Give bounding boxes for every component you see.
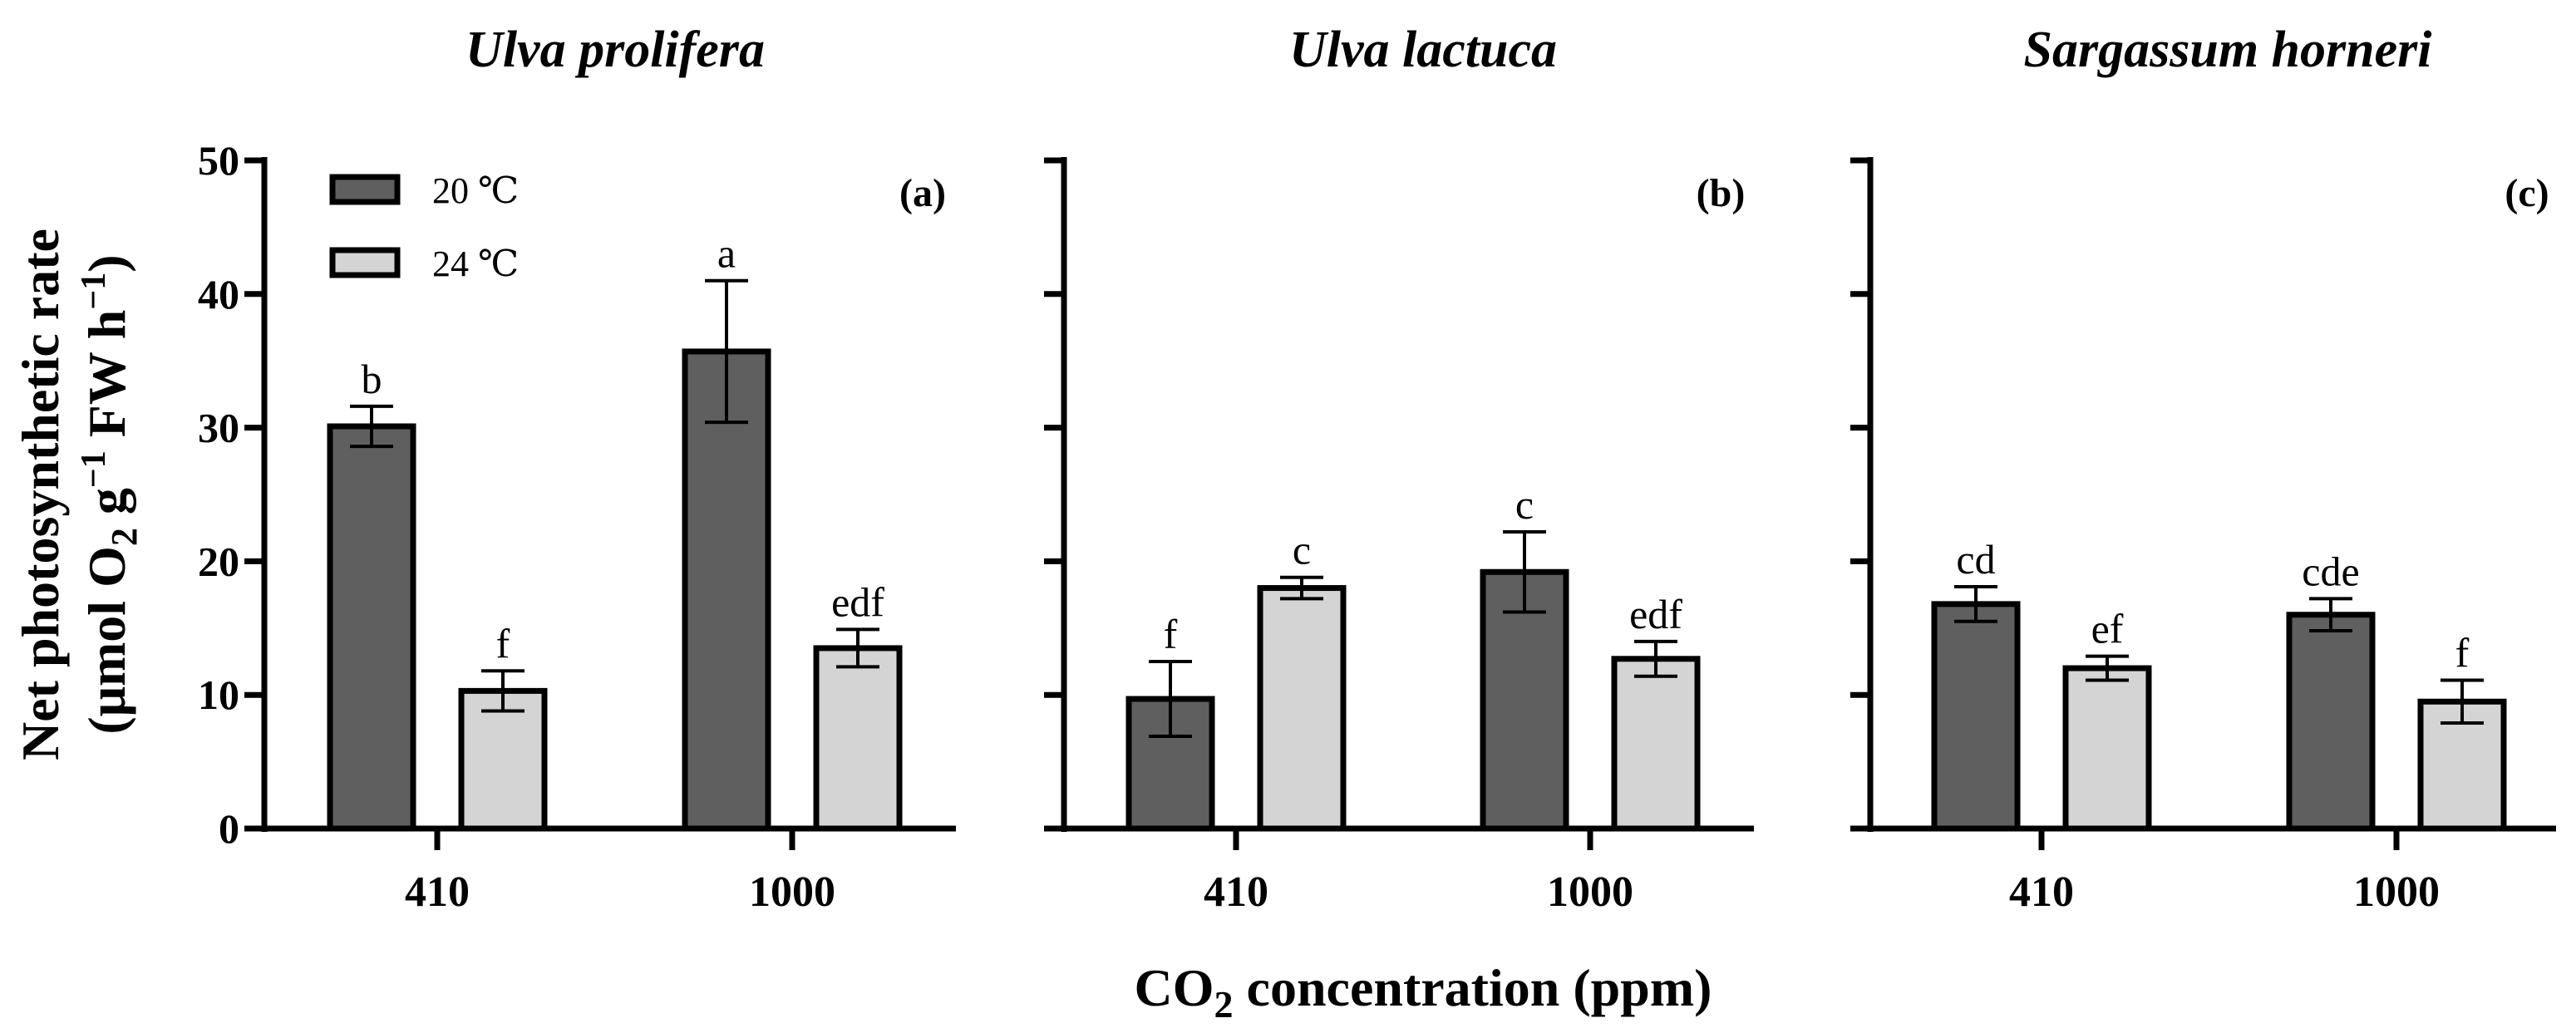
panel-label-a: (a) [899,171,946,215]
bar-c-410-24c [2062,665,2152,832]
chart-marks: b a f edf f c c edf cd cde ef f [244,157,2556,850]
legend-label-20c: 20 ℃ [432,170,519,211]
legend: 20 ℃ 24 ℃ [329,170,519,284]
category-label-a-1000: 1000 [749,868,835,916]
panel-label-b: (b) [1697,171,1746,215]
y-axis-title-sub: 2 [104,528,145,546]
bar-a-410-20c [327,423,416,832]
bar-b-1000-20c [1480,568,1569,832]
y-tick-label-0: 0 [219,805,239,852]
x-axis-title-prefix: CO [1135,958,1214,1017]
bar-b-410-24c [1257,585,1347,832]
significance-letter-b-1000-20c: c [1515,481,1534,528]
significance-letter-a-1000-24c: edf [831,578,884,625]
legend-swatch-20c [329,174,401,205]
x-axis-title-suffix: concentration (ppm) [1234,958,1712,1017]
y-tick-label-20: 20 [198,538,239,584]
panel-title-b: Ulva lactuca [1289,22,1557,78]
y-axis-title-suffix: ) [77,254,136,272]
significance-letter-c-1000-20c: cde [2302,548,2359,594]
y-axis-title-prefix: (μmol O [77,546,136,734]
category-label-a-410: 410 [405,868,470,916]
bar-a-1000-20c [682,348,771,832]
x-axis-title-sub: 2 [1214,983,1234,1026]
significance-letter-b-1000-24c: edf [1629,591,1682,637]
legend-swatch-24c [329,247,401,278]
significance-letter-b-410-20c: f [1164,611,1178,657]
panel-c: Sargassum horneri (c) 410 1000 [2009,22,2549,916]
significance-letter-c-410-24c: ef [2091,606,2124,652]
bar-a-1000-24c [813,645,903,832]
significance-letter-c-1000-24c: f [2455,630,2470,676]
y-axis-title-sup2: −1 [75,273,113,310]
legend-label-24c: 24 ℃ [432,243,519,284]
y-tick-label-10: 10 [198,671,239,718]
panel-label-c: (c) [2505,171,2549,215]
y-tick-labels: 0 10 20 30 40 50 [198,137,239,852]
bar-c-1000-20c [2286,612,2376,832]
significance-letter-a-1000-20c: a [717,230,736,277]
significance-letter-a-410-24c: f [496,620,510,666]
y-tick-label-40: 40 [198,271,239,317]
y-axis-title-line1: Net photosynthetic rate [11,229,70,760]
panel-title-a: Ulva prolifera [465,22,765,78]
y-tick-label-30: 30 [198,405,239,451]
x-axis-title: CO2 concentration (ppm) [1135,958,1712,1026]
bar-c-410-20c [1931,601,2021,832]
category-label-b-1000: 1000 [1547,868,1633,916]
y-axis-title-line2: (μmol O2 g−1 FW h−1) [75,254,145,734]
y-axis-title-mid1: g [77,488,136,528]
panel-a: Ulva prolifera (a) 410 1000 [405,22,946,916]
significance-letter-b-410-24c: c [1293,527,1311,573]
significance-letter-a-410-20c: b [362,356,382,402]
y-tick-label-50: 50 [198,137,239,184]
y-axis-title-mid2: FW h [77,310,136,451]
category-label-c-1000: 1000 [2353,868,2440,916]
category-label-c-410: 410 [2009,868,2074,916]
panel-b: Ulva lactuca (b) 410 1000 [1204,22,1745,916]
y-axis-title-sup1: −1 [75,450,113,488]
significance-letter-c-410-20c: cd [1956,536,1995,583]
category-label-b-410: 410 [1204,868,1268,916]
bar-b-1000-24c [1611,656,1701,832]
panel-title-c: Sargassum horneri [2023,22,2431,78]
